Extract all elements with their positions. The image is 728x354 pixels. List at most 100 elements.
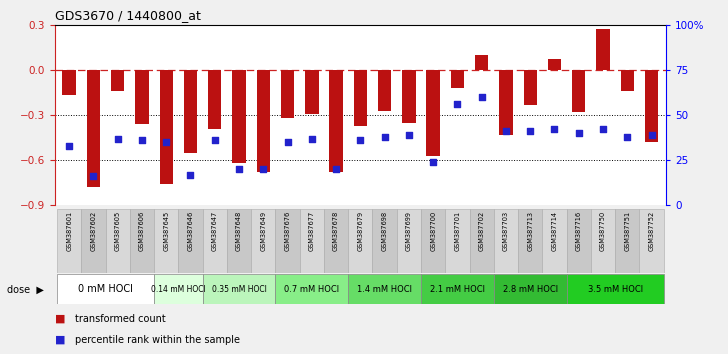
Text: GSM387601: GSM387601 xyxy=(66,211,72,251)
Point xyxy=(136,137,148,143)
Bar xyxy=(227,209,251,273)
Text: GSM387677: GSM387677 xyxy=(309,211,314,251)
Text: percentile rank within the sample: percentile rank within the sample xyxy=(75,335,240,345)
Point xyxy=(306,136,317,141)
Text: GSM387647: GSM387647 xyxy=(212,211,218,251)
Point xyxy=(476,94,488,100)
Text: GSM387648: GSM387648 xyxy=(236,211,242,251)
Bar xyxy=(183,70,197,153)
Text: GSM387714: GSM387714 xyxy=(552,211,558,251)
Bar xyxy=(281,70,294,118)
Bar xyxy=(427,70,440,156)
Text: dose  ▶: dose ▶ xyxy=(7,284,44,295)
Bar xyxy=(324,209,348,273)
Bar xyxy=(232,70,246,163)
Bar xyxy=(330,70,343,172)
Bar xyxy=(499,70,513,135)
Bar xyxy=(257,70,270,172)
Text: GSM387750: GSM387750 xyxy=(600,211,606,251)
Text: GSM387602: GSM387602 xyxy=(90,211,96,251)
Point xyxy=(331,166,342,172)
Point xyxy=(258,166,269,172)
Text: GDS3670 / 1440800_at: GDS3670 / 1440800_at xyxy=(55,9,200,22)
Point xyxy=(427,159,439,165)
Bar xyxy=(470,209,494,273)
Text: 1.4 mM HOCl: 1.4 mM HOCl xyxy=(357,285,412,294)
Bar xyxy=(548,59,561,70)
Text: GSM387649: GSM387649 xyxy=(261,211,266,251)
Bar xyxy=(378,70,392,110)
Bar xyxy=(645,70,658,142)
Text: 0.35 mM HOCl: 0.35 mM HOCl xyxy=(212,285,266,294)
Text: ■: ■ xyxy=(55,335,65,345)
Bar xyxy=(111,70,124,91)
Text: GSM387703: GSM387703 xyxy=(503,211,509,251)
Text: 0.14 mM HOCl: 0.14 mM HOCl xyxy=(151,285,206,294)
Point xyxy=(233,166,245,172)
Text: GSM387713: GSM387713 xyxy=(527,211,533,251)
Text: GSM387698: GSM387698 xyxy=(381,211,387,251)
Text: 2.8 mM HOCl: 2.8 mM HOCl xyxy=(502,285,558,294)
Bar xyxy=(518,209,542,273)
Bar xyxy=(348,274,421,304)
Text: GSM387701: GSM387701 xyxy=(454,211,460,251)
Text: transformed count: transformed count xyxy=(75,314,166,324)
Text: 3.5 mM HOCl: 3.5 mM HOCl xyxy=(587,285,643,294)
Bar xyxy=(202,274,275,304)
Bar xyxy=(421,274,494,304)
Bar xyxy=(620,70,634,91)
Bar xyxy=(154,209,178,273)
Point xyxy=(549,127,561,132)
Bar xyxy=(494,209,518,273)
Point xyxy=(500,129,512,134)
Bar xyxy=(348,209,373,273)
Text: GSM387646: GSM387646 xyxy=(188,211,194,251)
Bar xyxy=(421,209,446,273)
Point xyxy=(573,130,585,136)
Text: 0 mM HOCl: 0 mM HOCl xyxy=(78,284,133,295)
Bar xyxy=(159,70,173,184)
Text: GSM387678: GSM387678 xyxy=(333,211,339,251)
Bar xyxy=(57,274,154,304)
Text: 0.7 mM HOCl: 0.7 mM HOCl xyxy=(284,285,339,294)
Text: GSM387606: GSM387606 xyxy=(139,211,145,251)
Text: 2.1 mM HOCl: 2.1 mM HOCl xyxy=(430,285,485,294)
Text: GSM387702: GSM387702 xyxy=(479,211,485,251)
Text: GSM387699: GSM387699 xyxy=(406,211,412,251)
Bar xyxy=(106,209,130,273)
Bar xyxy=(566,209,591,273)
Bar xyxy=(639,209,664,273)
Bar xyxy=(566,274,664,304)
Point xyxy=(646,132,657,138)
Bar xyxy=(523,70,537,104)
Bar xyxy=(591,209,615,273)
Point xyxy=(355,137,366,143)
Point xyxy=(63,143,75,149)
Point xyxy=(185,172,197,177)
Text: GSM387700: GSM387700 xyxy=(430,211,436,251)
Bar xyxy=(494,274,566,304)
Bar xyxy=(202,209,227,273)
Text: GSM387645: GSM387645 xyxy=(163,211,169,251)
Point xyxy=(87,173,99,179)
Bar xyxy=(135,70,149,124)
Bar xyxy=(373,209,397,273)
Point xyxy=(160,139,172,145)
Bar xyxy=(354,70,367,126)
Point xyxy=(209,137,221,143)
Bar xyxy=(305,70,319,114)
Text: GSM387716: GSM387716 xyxy=(576,211,582,251)
Point xyxy=(282,139,293,145)
Text: GSM387751: GSM387751 xyxy=(625,211,630,251)
Bar xyxy=(451,70,464,88)
Bar xyxy=(475,55,488,70)
Bar xyxy=(397,209,421,273)
Bar xyxy=(82,209,106,273)
Point xyxy=(403,132,415,138)
Point xyxy=(524,129,536,134)
Bar xyxy=(130,209,154,273)
Bar xyxy=(178,209,202,273)
Text: GSM387752: GSM387752 xyxy=(649,211,654,251)
Bar xyxy=(63,70,76,96)
Bar xyxy=(572,70,585,112)
